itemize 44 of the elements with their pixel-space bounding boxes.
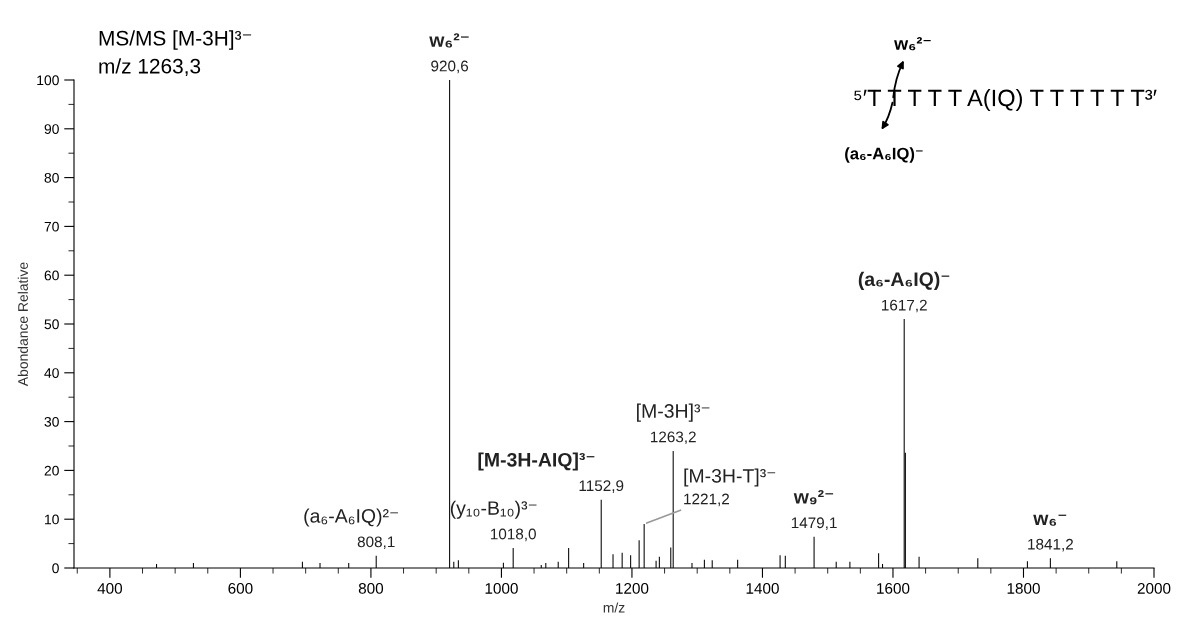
x-axis-title: m/z <box>603 602 625 613</box>
y-axis-title: Abondance Relative <box>17 262 28 387</box>
annotation: 1841,2 <box>1028 538 1073 552</box>
x-tick-label: 2000 <box>1137 582 1171 594</box>
x-tick-label: 1600 <box>877 582 910 594</box>
x-tick-label: 1400 <box>746 582 779 594</box>
x-tick-label: 400 <box>97 582 123 594</box>
annotation: w₆⁻ <box>1033 514 1067 526</box>
y-tick-label: 0 <box>52 563 59 574</box>
y-tick-label: 20 <box>44 465 59 476</box>
x-tick-label: 1000 <box>485 582 518 594</box>
annotation: [M-3H-T]³⁻ <box>684 468 776 487</box>
annotation: 1018,0 <box>490 528 536 542</box>
text: w₆²⁻ <box>894 37 931 51</box>
y-tick-label: 50 <box>44 319 59 330</box>
annotation: (a₆-A₆IQ)²⁻ <box>304 508 398 527</box>
x-tick-label: 800 <box>358 582 384 594</box>
x-tick-label: 1200 <box>616 582 649 594</box>
annotation: w₆²⁻ <box>429 33 469 48</box>
annotation: 1479,1 <box>791 517 837 530</box>
annotation: 1221,2 <box>684 493 729 507</box>
annotation: 1152,9 <box>579 480 624 493</box>
annotation: (a₆-A₆IQ)⁻ <box>858 271 950 290</box>
y-tick-label: 60 <box>44 270 59 281</box>
x-tick-label: 1800 <box>1007 582 1040 594</box>
y-tick-label: 10 <box>45 514 59 525</box>
y-tick-label: 30 <box>44 416 59 427</box>
y-tick-label: 80 <box>44 172 59 183</box>
annotation: 1617,2 <box>882 299 927 313</box>
chart-subtitle: m/z 1263,3 <box>99 58 201 77</box>
y-tick-label: 40 <box>44 368 59 378</box>
annotation: (a₆-A₆IQ)⁻ <box>845 147 923 163</box>
chart-title: MS/MS [M-3H]³⁻ <box>99 30 252 50</box>
annotation: 808,1 <box>357 536 395 550</box>
annotation: 920,6 <box>431 60 469 74</box>
y-tick-label: 100 <box>37 75 59 86</box>
annotation: [M-3H-AIQ]³⁻ <box>478 452 595 471</box>
annotation: 1263,2 <box>650 431 696 445</box>
x-tick-label: 600 <box>228 582 253 594</box>
annotation: (y₁₀-B₁₀)³⁻ <box>450 500 537 519</box>
annotation: [M-3H]³⁻ <box>637 403 710 422</box>
annotation: w₉²⁻ <box>793 490 834 505</box>
y-tick-label: 70 <box>44 221 59 232</box>
y-tick-label: 90 <box>44 124 59 134</box>
